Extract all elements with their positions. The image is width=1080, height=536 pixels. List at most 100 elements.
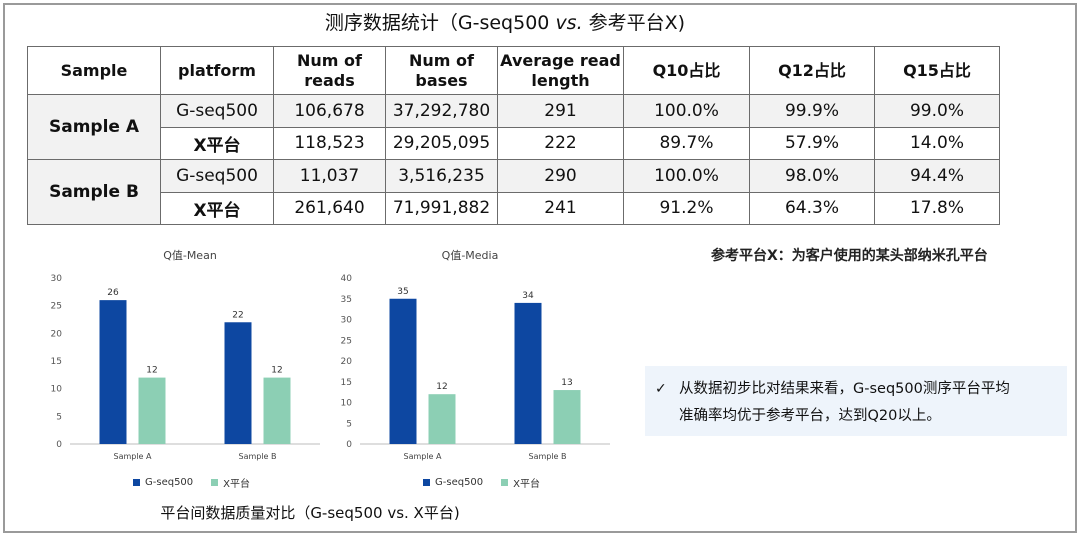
table-header-row: Sample platform Num of reads Num of base… [27,46,1000,95]
bases-cell: 37,292,780 [385,94,498,128]
data-label: 34 [522,291,534,301]
chart-mean-legend: G-seq500 X平台 [133,475,250,490]
data-label: 12 [271,366,282,376]
bar [99,300,127,444]
data-label: 26 [107,288,119,298]
avg-len-cell: 290 [497,159,624,193]
chart-median-legend: G-seq500 X平台 [423,475,540,490]
platform-cell: G-seq500 [160,94,274,128]
data-label: 12 [436,382,447,392]
q15-cell: 94.4% [874,159,1000,193]
sample-cell: Sample A [27,94,161,160]
bar [138,377,166,444]
y-tick-label: 5 [56,412,62,422]
chart-mean-title: Q值-Mean [163,249,217,262]
chart-mean: 0 5 10 15 20 25 30 26 12 Sample A 22 12 Sample B [51,274,320,461]
bar [224,322,252,444]
chart-caption: 平台间数据质量对比（G-seq500 vs. X平台) [160,504,460,522]
y-tick-label: 25 [341,336,352,346]
bases-cell: 71,991,882 [385,191,498,225]
q15-cell: 14.0% [874,126,1000,160]
data-label: 35 [397,287,408,297]
q12-cell: 99.9% [749,94,875,128]
x-tick-label: Sample A [403,452,442,461]
y-tick-label: 10 [51,385,63,395]
x-tick-label: Sample B [528,452,566,461]
bar [514,302,542,444]
legend-item: X平台 [501,475,540,490]
stats-table: Sample platform Num of reads Num of base… [27,46,1000,225]
header-q10: Q10占比 [623,46,750,95]
q12-cell: 64.3% [749,191,875,225]
y-tick-label: 30 [341,316,353,326]
q10-cell: 91.2% [623,191,750,225]
y-tick-label: 15 [51,357,62,367]
data-label: 12 [146,366,157,376]
header-sample: Sample [27,46,161,95]
y-tick-label: 0 [56,440,62,450]
q15-cell: 99.0% [874,94,1000,128]
avg-len-cell: 222 [497,126,624,160]
reads-cell: 106,678 [273,94,386,128]
legend-item: G-seq500 [133,477,193,488]
y-tick-label: 40 [341,274,353,284]
table-row: Sample A G-seq500 106,678 37,292,780 291… [27,94,1000,160]
y-tick-label: 35 [341,295,352,305]
y-tick-label: 25 [51,302,62,312]
legend-swatch [501,479,509,486]
reads-cell: 261,640 [273,191,386,225]
check-icon: ✓ [655,381,667,397]
legend-swatch [423,479,430,486]
header-num-bases: Num of bases [385,46,498,95]
conclusion-line: 从数据初步比对结果来看，G-seq500测序平台平均 [679,381,1010,397]
legend-label: G-seq500 [145,477,194,488]
chart-median: 0 5 10 15 20 25 30 35 40 35 12 Sample A 34 13 Sample B [341,274,610,461]
x-tick-label: Sample B [238,452,276,461]
avg-len-cell: 291 [497,94,624,128]
bar [263,377,291,444]
legend-label: X平台 [223,479,251,490]
platform-cell: X平台 [160,126,274,160]
bases-cell: 29,205,095 [385,126,498,160]
header-avg-read-length: Average read length [497,46,624,95]
data-label: 13 [561,378,572,388]
legend-label: X平台 [513,479,541,490]
y-tick-label: 30 [51,274,63,284]
header-q12: Q12占比 [749,46,875,95]
y-tick-label: 15 [341,378,352,388]
x-tick-label: Sample A [113,452,152,461]
reads-cell: 118,523 [273,126,386,160]
q10-cell: 100.0% [623,159,750,193]
q10-cell: 89.7% [623,126,750,160]
header-num-reads: Num of reads [273,46,386,95]
legend-swatch [211,479,219,486]
y-tick-label: 5 [346,419,352,429]
data-label: 22 [232,310,243,320]
table-row: Sample B G-seq500 11,037 3,516,235 290 1… [27,159,1000,225]
page-title: 测序数据统计（G-seq500 vs. 参考平台X) [324,12,686,34]
legend-item: X平台 [211,475,250,490]
platform-cell: G-seq500 [160,159,274,193]
q10-cell: 100.0% [623,94,750,128]
chart-median-title: Q值-Media [441,249,499,262]
table-row: X平台 261,640 71,991,882 241 91.2% 64.3% 1… [28,191,1000,225]
y-tick-label: 10 [341,399,353,409]
legend-swatch [133,479,140,486]
legend-label: G-seq500 [435,477,484,488]
page-frame [3,3,1077,533]
header-q15: Q15占比 [874,46,1000,95]
table-row: X平台 118,523 29,205,095 222 89.7% 57.9% 1… [28,126,1000,160]
header-platform: platform [160,46,274,95]
bar [428,394,456,444]
q12-cell: 98.0% [749,159,875,193]
bar [389,298,417,444]
q12-cell: 57.9% [749,126,875,160]
avg-len-cell: 241 [497,191,624,225]
y-tick-label: 20 [51,329,63,339]
bar [553,390,581,444]
sample-cell: Sample B [27,159,161,225]
platform-cell: X平台 [160,191,274,225]
reads-cell: 11,037 [273,159,386,193]
bases-cell: 3,516,235 [385,159,498,193]
legend-item: G-seq500 [423,477,483,488]
